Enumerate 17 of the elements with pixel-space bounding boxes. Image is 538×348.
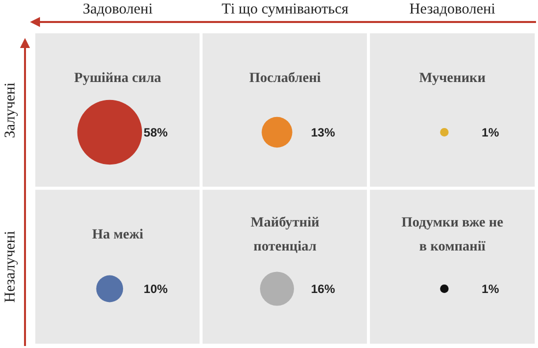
annotation: Рушійна сила: [74, 70, 162, 86]
data-label: 1%: [482, 125, 500, 140]
annotation: Мученики: [419, 70, 486, 86]
annotation: На межі: [92, 227, 144, 242]
data-label: 13%: [310, 125, 336, 140]
annotation: Подумки вже не в компанії: [401, 215, 504, 254]
x-tick-label: Задоволені: [82, 2, 153, 18]
annotation: Майбутній потенціал: [250, 215, 320, 254]
annotation: Послаблені: [249, 70, 321, 86]
data-label: 10%: [144, 282, 168, 296]
x-tick-label: Незадоволені: [409, 2, 496, 18]
y-tick-label: Залучені: [2, 82, 18, 138]
data-label: 58%: [144, 125, 168, 140]
data-label: 16%: [310, 282, 336, 296]
data-label: 1%: [482, 282, 500, 296]
x-tick-label: Ті що сумніваються: [222, 2, 349, 18]
y-tick-label: Незалучені: [2, 230, 18, 303]
